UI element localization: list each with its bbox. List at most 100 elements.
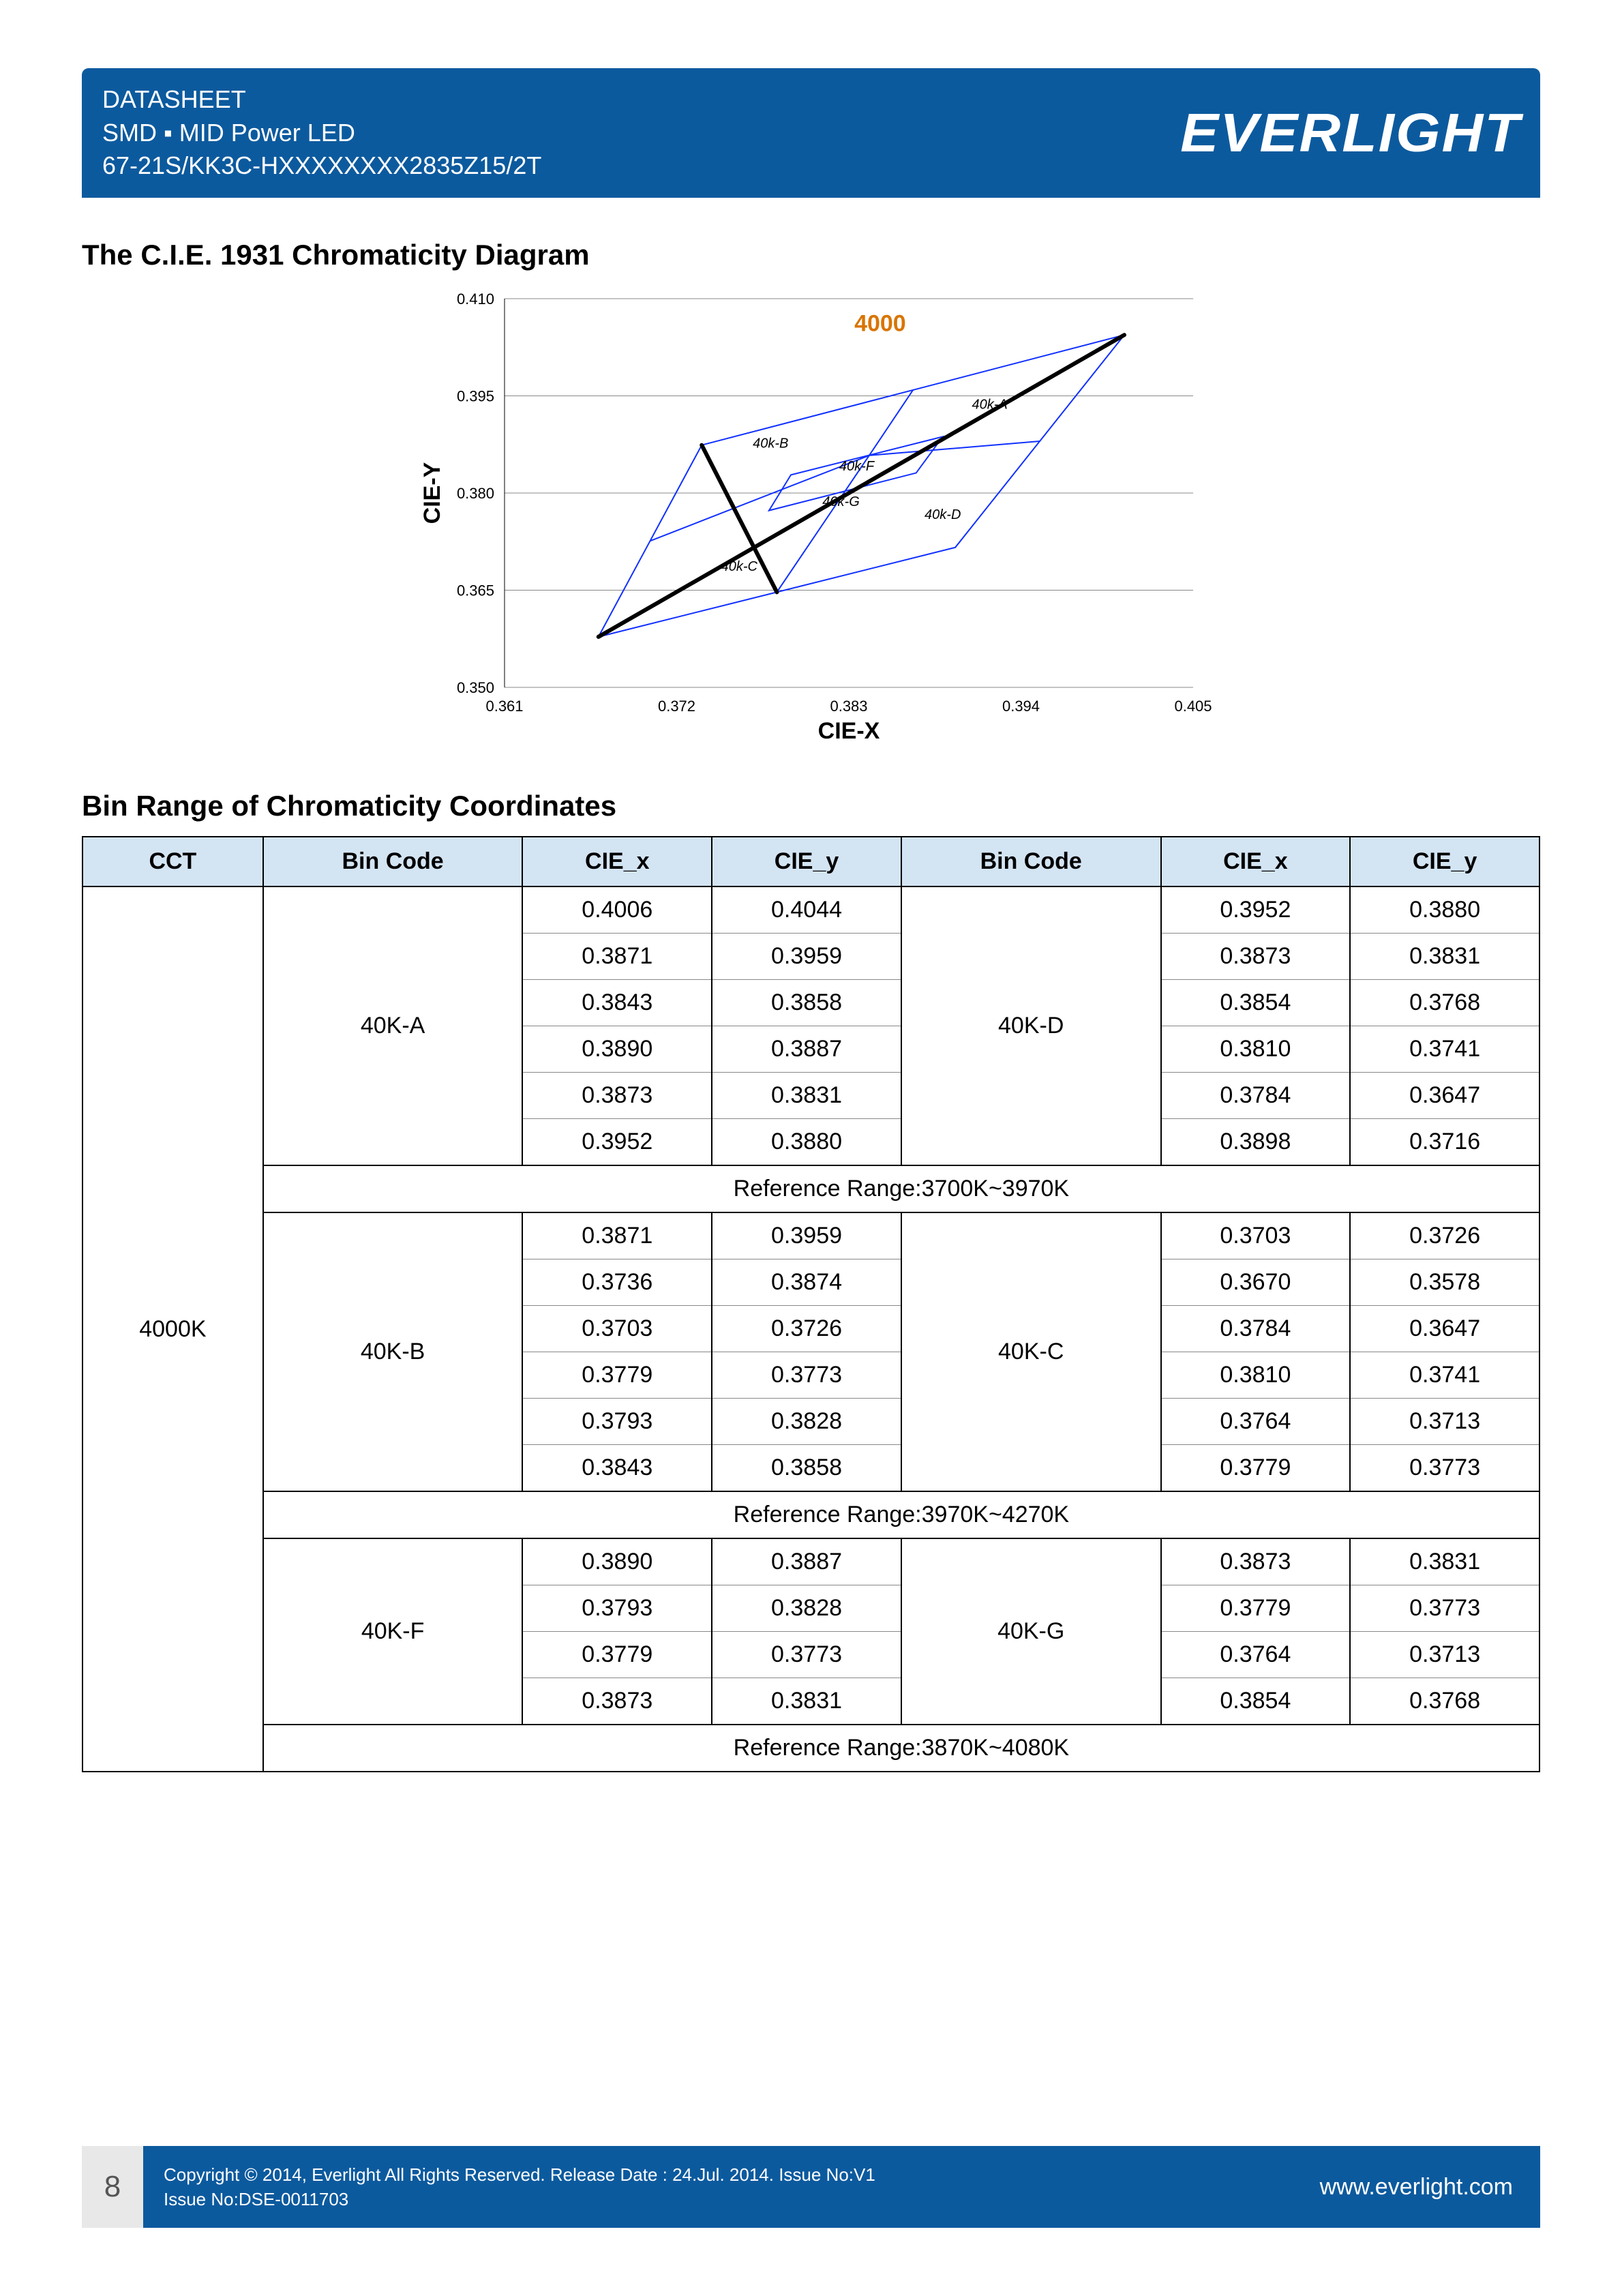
value-cell: 0.3898 bbox=[1161, 1119, 1351, 1166]
value-cell: 0.3880 bbox=[712, 1119, 901, 1166]
value-cell: 0.3873 bbox=[1161, 934, 1351, 980]
footer-bar: 8 Copyright © 2014, Everlight All Rights… bbox=[82, 2146, 1540, 2228]
value-cell: 0.3810 bbox=[1161, 1352, 1351, 1399]
section2-title: Bin Range of Chromaticity Coordinates bbox=[82, 790, 1540, 822]
svg-text:40k-G: 40k-G bbox=[822, 494, 859, 509]
value-cell: 0.3890 bbox=[522, 1538, 712, 1585]
value-cell: 0.3764 bbox=[1161, 1399, 1351, 1445]
table-row: 40K-F0.38900.388740K-G0.38730.3831 bbox=[82, 1538, 1540, 1585]
svg-text:40k-C: 40k-C bbox=[721, 559, 757, 574]
value-cell: 0.3843 bbox=[522, 1445, 712, 1492]
table-row: 40K-B0.38710.395940K-C0.37030.3726 bbox=[82, 1212, 1540, 1259]
value-cell: 0.3952 bbox=[522, 1119, 712, 1166]
svg-text:40k-D: 40k-D bbox=[925, 507, 961, 522]
value-cell: 0.3890 bbox=[522, 1026, 712, 1073]
svg-text:CIE-Y: CIE-Y bbox=[419, 462, 445, 524]
header-line1: DATASHEET bbox=[102, 83, 541, 117]
table-header: CIE_x bbox=[522, 837, 712, 886]
value-cell: 0.3703 bbox=[522, 1306, 712, 1352]
value-cell: 0.3773 bbox=[712, 1632, 901, 1678]
chart-svg: 0.3500.3650.3800.3950.4100.3610.3720.383… bbox=[402, 285, 1220, 749]
value-cell: 0.3828 bbox=[712, 1399, 901, 1445]
value-cell: 0.3874 bbox=[712, 1259, 901, 1306]
bin-code-cell: 40K-F bbox=[263, 1538, 523, 1725]
reference-cell: Reference Range:3870K~4080K bbox=[263, 1725, 1540, 1772]
svg-text:0.405: 0.405 bbox=[1174, 698, 1212, 715]
value-cell: 0.3773 bbox=[712, 1352, 901, 1399]
value-cell: 0.3810 bbox=[1161, 1026, 1351, 1073]
cct-cell: 4000K bbox=[82, 886, 263, 1772]
section1-title: The C.I.E. 1931 Chromaticity Diagram bbox=[82, 239, 1540, 271]
svg-text:0.383: 0.383 bbox=[830, 698, 867, 715]
chromaticity-chart: 0.3500.3650.3800.3950.4100.3610.3720.383… bbox=[82, 285, 1540, 749]
table-header: CIE_y bbox=[1350, 837, 1540, 886]
bin-code-cell: 40K-D bbox=[901, 886, 1161, 1165]
bin-code-cell: 40K-A bbox=[263, 886, 523, 1165]
value-cell: 0.3858 bbox=[712, 1445, 901, 1492]
value-cell: 0.3647 bbox=[1350, 1306, 1540, 1352]
svg-text:0.394: 0.394 bbox=[1002, 698, 1039, 715]
value-cell: 0.3773 bbox=[1350, 1585, 1540, 1632]
value-cell: 0.4044 bbox=[712, 886, 901, 934]
value-cell: 0.3952 bbox=[1161, 886, 1351, 934]
value-cell: 0.3831 bbox=[1350, 934, 1540, 980]
value-cell: 0.3793 bbox=[522, 1585, 712, 1632]
value-cell: 0.3871 bbox=[522, 1212, 712, 1259]
value-cell: 0.3578 bbox=[1350, 1259, 1540, 1306]
footer-url: www.everlight.com bbox=[1320, 2174, 1513, 2201]
table-header: CCT bbox=[82, 837, 263, 886]
reference-cell: Reference Range:3970K~4270K bbox=[263, 1491, 1540, 1538]
svg-text:40k-B: 40k-B bbox=[753, 436, 788, 451]
value-cell: 0.3779 bbox=[1161, 1445, 1351, 1492]
header-bar: DATASHEET SMD ▪ MID Power LED 67-21S/KK3… bbox=[82, 68, 1540, 198]
value-cell: 0.3741 bbox=[1350, 1026, 1540, 1073]
reference-row: Reference Range:3970K~4270K bbox=[82, 1491, 1540, 1538]
svg-text:0.350: 0.350 bbox=[456, 679, 494, 696]
table-row: 4000K40K-A0.40060.404440K-D0.39520.3880 bbox=[82, 886, 1540, 934]
value-cell: 0.3713 bbox=[1350, 1632, 1540, 1678]
value-cell: 0.3854 bbox=[1161, 980, 1351, 1026]
value-cell: 0.3828 bbox=[712, 1585, 901, 1632]
page-number: 8 bbox=[82, 2146, 143, 2228]
header-text: DATASHEET SMD ▪ MID Power LED 67-21S/KK3… bbox=[102, 83, 541, 183]
value-cell: 0.3784 bbox=[1161, 1306, 1351, 1352]
value-cell: 0.3959 bbox=[712, 1212, 901, 1259]
svg-text:0.395: 0.395 bbox=[456, 388, 494, 405]
value-cell: 0.3716 bbox=[1350, 1119, 1540, 1166]
value-cell: 0.3703 bbox=[1161, 1212, 1351, 1259]
value-cell: 0.3873 bbox=[522, 1678, 712, 1725]
svg-text:4000: 4000 bbox=[854, 311, 906, 337]
value-cell: 0.3773 bbox=[1350, 1445, 1540, 1492]
value-cell: 0.3858 bbox=[712, 980, 901, 1026]
value-cell: 0.3726 bbox=[712, 1306, 901, 1352]
value-cell: 0.3647 bbox=[1350, 1073, 1540, 1119]
value-cell: 0.3768 bbox=[1350, 1678, 1540, 1725]
value-cell: 0.3831 bbox=[712, 1073, 901, 1119]
value-cell: 0.3959 bbox=[712, 934, 901, 980]
svg-text:CIE-X: CIE-X bbox=[817, 718, 880, 744]
value-cell: 0.3779 bbox=[522, 1352, 712, 1399]
value-cell: 0.3736 bbox=[522, 1259, 712, 1306]
value-cell: 0.3784 bbox=[1161, 1073, 1351, 1119]
value-cell: 0.3670 bbox=[1161, 1259, 1351, 1306]
table-header: Bin Code bbox=[263, 837, 523, 886]
value-cell: 0.3873 bbox=[1161, 1538, 1351, 1585]
value-cell: 0.3779 bbox=[1161, 1585, 1351, 1632]
svg-text:40k-F: 40k-F bbox=[839, 459, 875, 474]
value-cell: 0.3793 bbox=[522, 1399, 712, 1445]
value-cell: 0.3871 bbox=[522, 934, 712, 980]
value-cell: 0.3764 bbox=[1161, 1632, 1351, 1678]
bin-code-cell: 40K-C bbox=[901, 1212, 1161, 1491]
logo: EVERLIGHT bbox=[1180, 102, 1521, 164]
value-cell: 0.3880 bbox=[1350, 886, 1540, 934]
svg-text:0.410: 0.410 bbox=[456, 290, 494, 308]
svg-text:0.365: 0.365 bbox=[456, 582, 494, 599]
value-cell: 0.3873 bbox=[522, 1073, 712, 1119]
value-cell: 0.3831 bbox=[1350, 1538, 1540, 1585]
header-line2: SMD ▪ MID Power LED bbox=[102, 117, 541, 150]
footer-text: Copyright © 2014, Everlight All Rights R… bbox=[164, 2162, 1320, 2212]
bin-table: CCTBin CodeCIE_xCIE_yBin CodeCIE_xCIE_y4… bbox=[82, 836, 1540, 1772]
bin-code-cell: 40K-G bbox=[901, 1538, 1161, 1725]
value-cell: 0.3854 bbox=[1161, 1678, 1351, 1725]
value-cell: 0.3741 bbox=[1350, 1352, 1540, 1399]
